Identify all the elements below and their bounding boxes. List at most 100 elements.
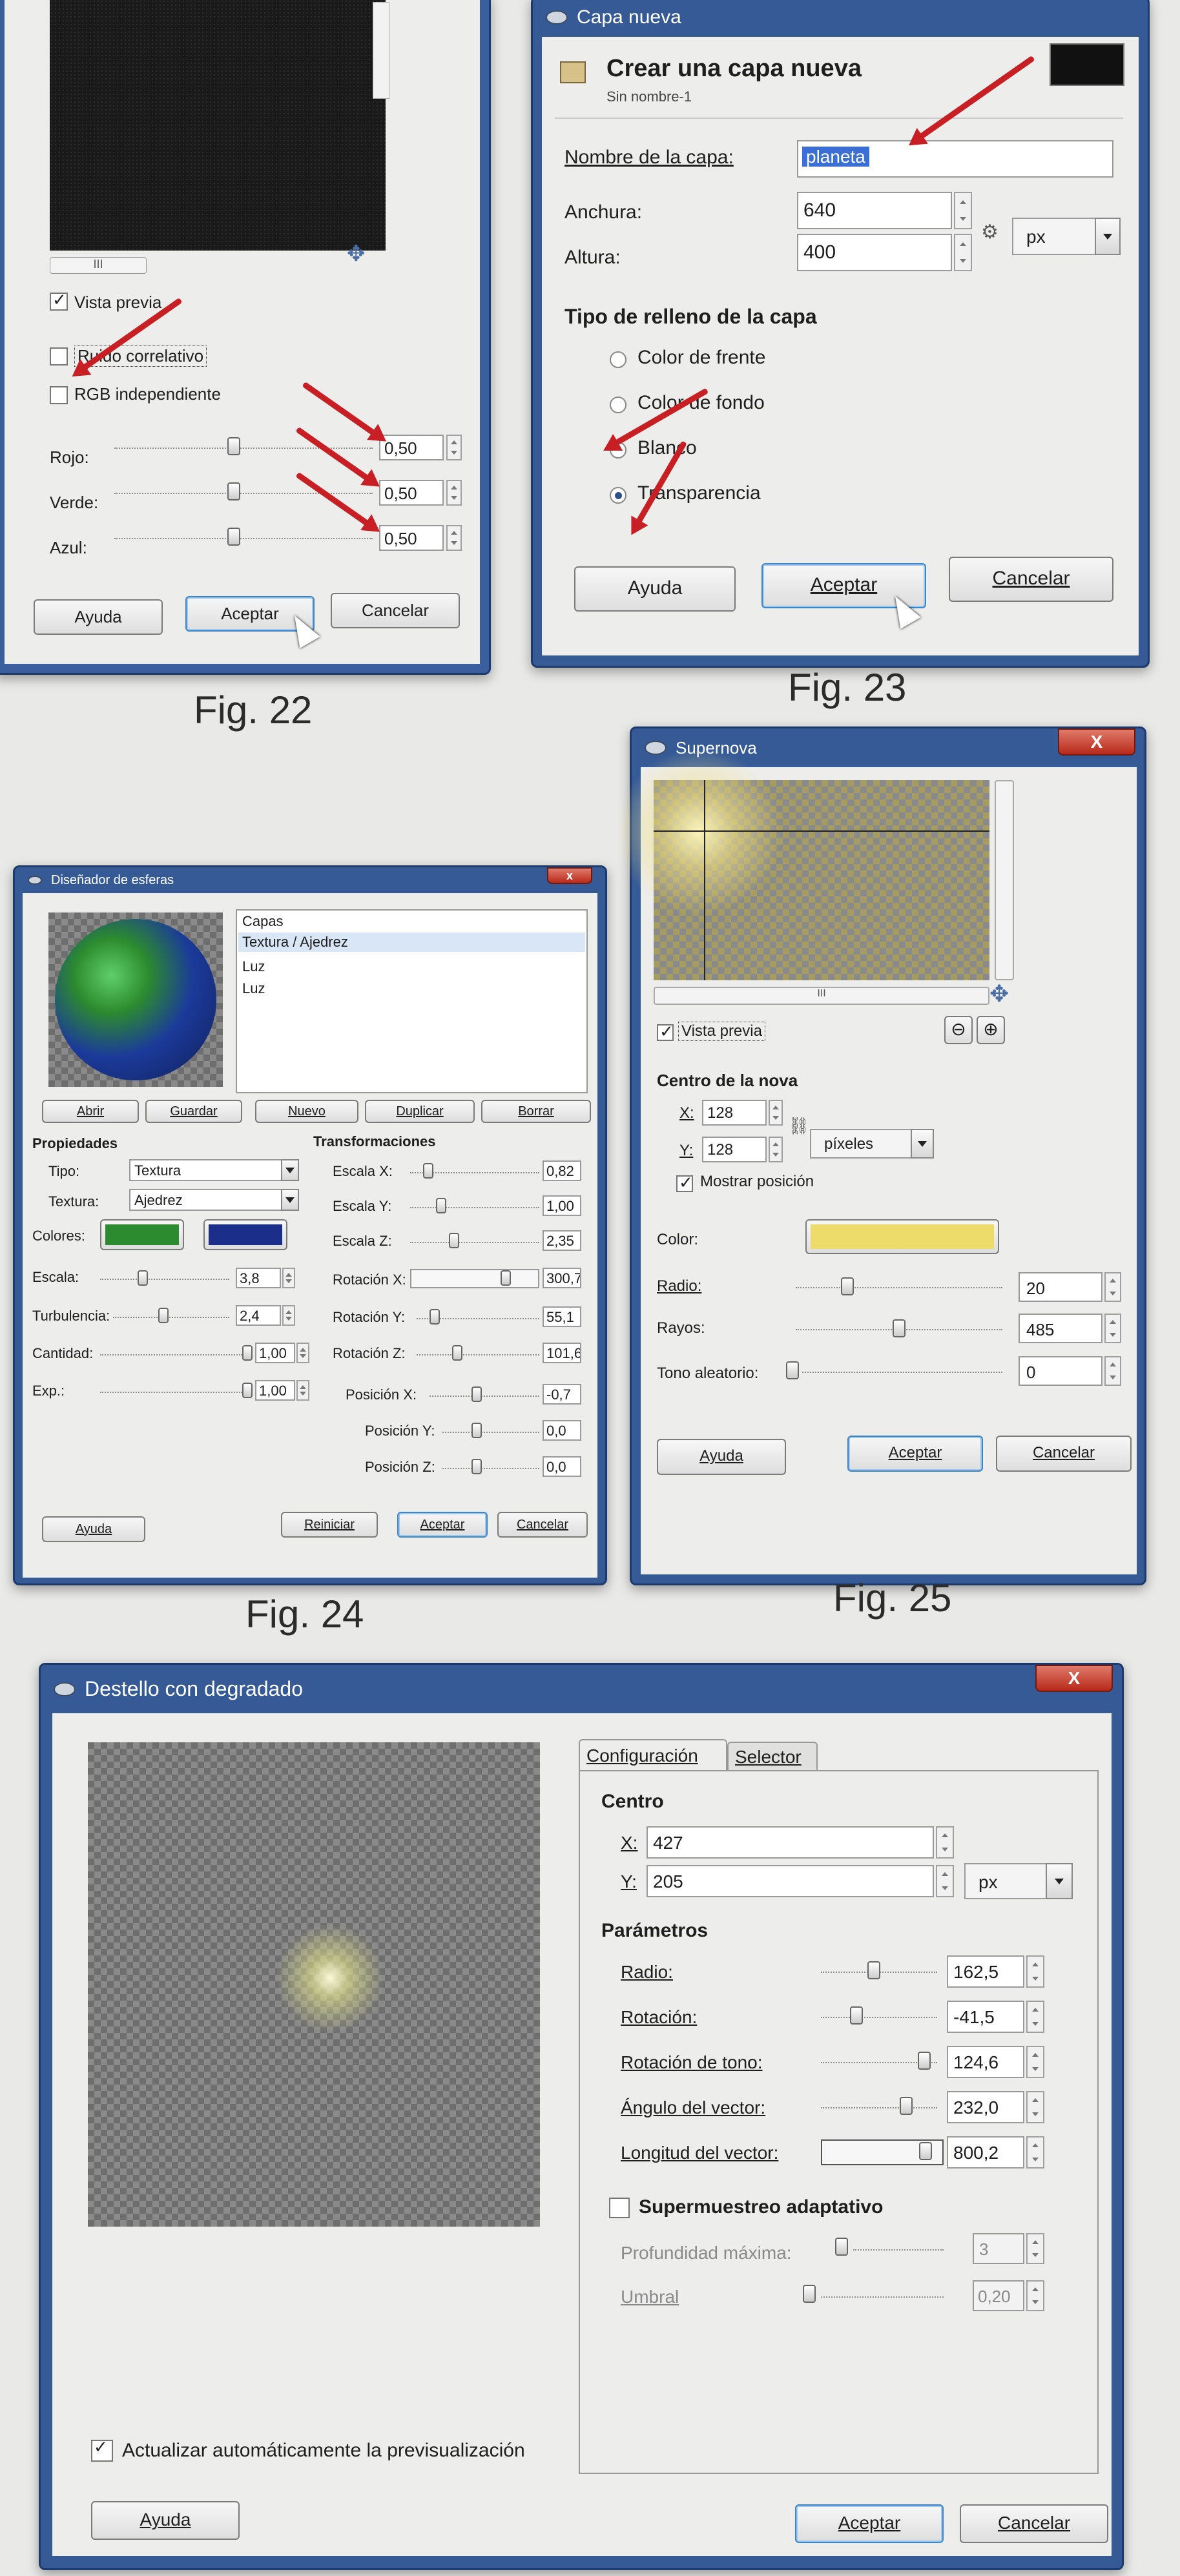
fig23-width-input[interactable]: 640 [797,192,952,229]
fig26-param-spin[interactable] [1026,2046,1044,2078]
fig24-tipo-dropdown-icon[interactable] [281,1159,299,1181]
fig24-prop-spin[interactable] [296,1380,309,1401]
fig26-supersample-checkbox[interactable] [609,2198,630,2218]
fig26-y-spin[interactable] [936,1865,954,1897]
fig25-random-track[interactable] [802,1372,1002,1373]
fig23-height-input[interactable]: 400 [797,234,952,271]
fig25-hscroll[interactable]: III [654,987,989,1005]
fig26-threshold-handle[interactable] [803,2285,816,2303]
fig23-name-input[interactable]: planeta [797,140,1113,178]
fig22-azul-handle[interactable] [227,528,240,546]
zoom-in-icon[interactable]: ⊕ [977,1016,1005,1044]
fig26-param-handle[interactable] [919,2142,932,2160]
fig25-radio-input[interactable]: 20 [1019,1272,1102,1302]
fig24-tr-value[interactable]: 300,7 [543,1268,581,1288]
fig26-y-input[interactable]: 205 [647,1865,934,1897]
fig23-ok-button[interactable]: Aceptar [761,563,926,608]
fig24-prop-track[interactable] [100,1279,229,1280]
fig26-tab-configuracion[interactable]: Configuración [579,1739,727,1771]
fig26-param-spin[interactable] [1026,2091,1044,2123]
fig22-ok-button[interactable]: Aceptar [185,596,315,632]
fig24-tipo-select[interactable]: Textura [129,1159,284,1181]
fig24-prop-value[interactable]: 3,8 [236,1268,281,1288]
fig24-tr-value[interactable]: 0,0 [543,1456,581,1477]
fig25-unit-select[interactable]: píxeles [810,1129,913,1159]
fig26-threshold-track[interactable] [821,2296,944,2298]
fig24-tr-track[interactable] [417,1354,539,1355]
fig25-x-input[interactable]: 128 [702,1100,767,1126]
fig23-help-button[interactable]: Ayuda [574,566,736,612]
fig25-radio-spin[interactable] [1104,1272,1121,1302]
fig26-max-depth-track[interactable] [853,2249,944,2251]
fig25-random-spin[interactable] [1104,1356,1121,1386]
fig24-tr-track[interactable] [410,1242,539,1243]
fig22-vscroll[interactable] [373,2,389,99]
fig23-unit-dropdown-icon[interactable] [1095,218,1121,255]
fig26-param-spin[interactable] [1026,1955,1044,1988]
fig24-tr-track[interactable] [410,1172,539,1173]
fig24-duplicar-button[interactable]: Duplicar [365,1100,475,1123]
fig23-radio-fondo[interactable] [610,397,626,413]
fig22-help-button[interactable]: Ayuda [34,599,163,635]
fig26-tab-selector[interactable]: Selector [727,1742,818,1771]
fig24-color2-button[interactable] [203,1219,287,1250]
fig24-tr-track[interactable] [442,1432,539,1433]
fig24-tr-handle[interactable] [471,1423,482,1438]
fig24-prop-value[interactable]: 2,4 [236,1305,281,1326]
fig24-tr-handle[interactable] [501,1270,511,1286]
fig25-show-position-checkbox[interactable] [676,1173,693,1193]
fig26-param-track[interactable] [821,2017,937,2018]
fig24-tr-handle[interactable] [471,1459,482,1474]
fig22-verde-value[interactable]: 0,50 [379,480,444,506]
fig24-prop-value[interactable]: 1,00 [255,1380,295,1401]
fig24-tr-track[interactable] [417,1318,539,1319]
fig25-help-button[interactable]: Ayuda [657,1439,786,1475]
fig24-borrar-button[interactable]: Borrar [481,1100,591,1123]
fig23-unit-select[interactable]: px [1012,218,1096,255]
fig25-cancel-button[interactable]: Cancelar [996,1436,1132,1472]
fig25-random-input[interactable]: 0 [1019,1356,1102,1386]
fig24-textura-dropdown-icon[interactable] [281,1189,299,1211]
fig25-y-input[interactable]: 128 [702,1137,767,1162]
fig24-abrir-button[interactable]: Abrir [42,1100,139,1123]
fig26-threshold-spin[interactable] [1026,2280,1044,2311]
fig24-tr-value[interactable]: 0,82 [543,1160,581,1181]
fig22-azul-track[interactable] [114,538,373,539]
fig24-tr-box[interactable] [410,1269,539,1288]
fig22-rojo-value[interactable]: 0,50 [379,435,444,460]
fig24-prop-handle[interactable] [242,1383,253,1398]
fig22-rojo-spin[interactable] [446,435,462,460]
fig25-y-spin[interactable] [769,1137,783,1162]
fig26-param-handle[interactable] [850,2006,863,2025]
fig24-tr-track[interactable] [410,1207,539,1208]
fig24-tr-handle[interactable] [471,1386,482,1402]
fig24-color1-button[interactable] [100,1219,184,1250]
fig24-tr-value[interactable]: -0,7 [543,1384,581,1405]
fig24-tr-track[interactable] [430,1396,539,1397]
fig23-radio-transparencia[interactable] [610,487,626,504]
fig26-max-depth-handle[interactable] [835,2238,848,2256]
fig24-tr-value[interactable]: 2,35 [543,1230,581,1251]
fig25-ok-button[interactable]: Aceptar [847,1436,983,1472]
fig24-tr-value[interactable]: 1,00 [543,1195,581,1216]
fig26-ok-button[interactable]: Aceptar [795,2504,944,2543]
fig22-verde-track[interactable] [114,493,373,494]
fig26-unit-select[interactable]: px [964,1863,1048,1899]
fig24-prop-track[interactable] [100,1354,242,1355]
fig23-cancel-button[interactable]: Cancelar [949,557,1113,602]
fig24-prop-track[interactable] [113,1317,229,1318]
fig26-param-track[interactable] [821,2062,937,2063]
fig26-close-button[interactable]: X [1035,1665,1113,1692]
fig24-tr-handle[interactable] [436,1198,446,1213]
fig22-azul-spin[interactable] [446,525,462,551]
fig22-rojo-handle[interactable] [227,437,240,455]
fig25-radio-handle[interactable] [841,1277,854,1295]
fig25-rays-input[interactable]: 485 [1019,1314,1102,1343]
nav-arrows-icon[interactable]: ✥ [989,980,1009,1007]
fig26-unit-dropdown-icon[interactable] [1046,1863,1073,1899]
fig26-auto-preview-checkbox[interactable] [91,2437,113,2462]
fig26-param-handle[interactable] [918,2052,931,2070]
nav-arrows-icon[interactable]: ✥ [347,242,366,266]
fig24-tr-handle[interactable] [449,1233,459,1248]
fig25-rays-spin[interactable] [1104,1314,1121,1343]
